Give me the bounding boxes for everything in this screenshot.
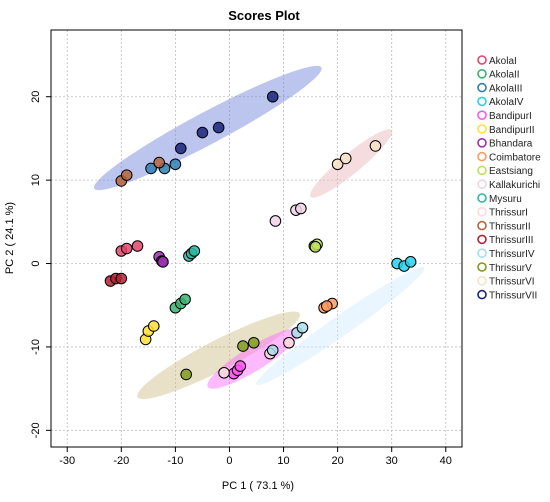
x-tick-label: 40 <box>440 455 452 467</box>
score-point <box>218 366 230 379</box>
score-point <box>295 202 307 215</box>
score-point <box>174 142 187 155</box>
legend-label: AkolaIV <box>489 97 524 108</box>
x-tick-label: -10 <box>167 455 183 467</box>
legend-marker <box>477 124 487 134</box>
grid-layer <box>51 30 462 447</box>
legend-label: Mysuru <box>489 194 522 205</box>
y-tick-label: 20 <box>30 91 42 103</box>
legend-marker <box>477 151 487 162</box>
legend-label: ThrissurVII <box>489 290 537 301</box>
legend-label: ThrissurII <box>489 221 531 232</box>
x-tick-label: -20 <box>113 455 129 467</box>
legend-marker <box>477 275 487 286</box>
legend-label: Coimbatore <box>489 152 541 163</box>
legend-marker <box>477 165 487 176</box>
y-tick-label: -10 <box>30 339 42 355</box>
legend-marker <box>477 289 487 300</box>
score-point <box>234 360 247 372</box>
legend: AkolaI AkolaII AkolaIII AkolaIV BandipurI Ban… <box>477 55 541 301</box>
score-point <box>147 320 160 332</box>
data-points <box>104 90 417 381</box>
score-point <box>188 245 201 257</box>
legend-marker <box>477 234 487 245</box>
legend-marker <box>477 248 487 258</box>
legend-marker <box>477 82 487 93</box>
legend-label: ThrissurV <box>489 263 532 274</box>
legend-label: ThrissurIV <box>489 249 535 260</box>
confidence-ellipse <box>256 267 425 386</box>
score-point <box>115 272 128 285</box>
legend-marker <box>477 193 487 203</box>
legend-label: AkolaIII <box>489 83 522 94</box>
x-tick-label: 10 <box>277 455 289 467</box>
score-point <box>331 158 344 171</box>
score-point <box>283 336 295 349</box>
score-point <box>269 215 282 227</box>
legend-label: AkolaI <box>489 56 517 67</box>
legend-label: ThrissurI <box>489 208 528 219</box>
score-point <box>212 121 225 134</box>
legend-label: BandipurII <box>489 125 535 136</box>
legend-marker <box>477 220 487 231</box>
legend-label: AkolaII <box>489 70 520 81</box>
score-point <box>169 158 182 171</box>
score-point <box>180 368 192 381</box>
score-point <box>339 152 352 165</box>
score-point <box>179 293 191 306</box>
legend-label: Kallakurichi <box>489 180 540 191</box>
y-tick-label: -20 <box>30 422 42 438</box>
score-point <box>196 126 209 139</box>
x-tick-label: 20 <box>331 455 343 467</box>
score-point <box>157 256 169 268</box>
score-point <box>309 241 322 253</box>
legend-marker <box>477 55 487 65</box>
legend-label: Eastsiang <box>489 166 533 177</box>
score-point <box>247 336 260 349</box>
score-point <box>266 344 279 357</box>
legend-marker <box>477 138 487 148</box>
legend-label: BandipurI <box>489 111 532 122</box>
x-tick-label: 0 <box>226 455 232 467</box>
score-point <box>145 162 157 175</box>
score-point <box>153 156 165 169</box>
score-point <box>237 340 249 352</box>
x-tick-label: 30 <box>386 455 398 467</box>
score-point <box>120 169 133 181</box>
y-tick-label: 0 <box>30 260 42 266</box>
confidence-ellipse <box>94 65 322 191</box>
legend-marker <box>477 207 487 217</box>
y-tick-label: 10 <box>30 174 42 186</box>
legend-marker <box>477 179 487 189</box>
legend-label: ThrissurVI <box>489 277 535 288</box>
score-point <box>369 140 382 152</box>
legend-marker <box>477 96 487 107</box>
score-point <box>296 321 309 334</box>
legend-marker <box>477 262 487 272</box>
score-point <box>321 300 333 312</box>
score-point <box>404 256 417 268</box>
chart-title: Scores Plot <box>228 8 300 23</box>
score-point <box>120 242 133 255</box>
legend-label: Bhandara <box>489 139 533 150</box>
legend-label: ThrissurIII <box>489 235 533 246</box>
score-point <box>131 240 144 252</box>
axes: -30 -20 -10 0 10 20 30 40 -20 -10 0 10 20 <box>30 91 452 467</box>
x-tick-label: -30 <box>59 455 75 467</box>
x-axis-label: PC 1 ( 73.1 %) <box>222 480 294 492</box>
y-axis-label: PC 2 ( 24.1 %) <box>4 202 16 274</box>
legend-marker <box>477 110 487 120</box>
confidence-ellipse <box>137 311 301 400</box>
plot-frame <box>50 29 463 448</box>
score-point <box>266 90 279 103</box>
legend-marker <box>477 69 487 79</box>
